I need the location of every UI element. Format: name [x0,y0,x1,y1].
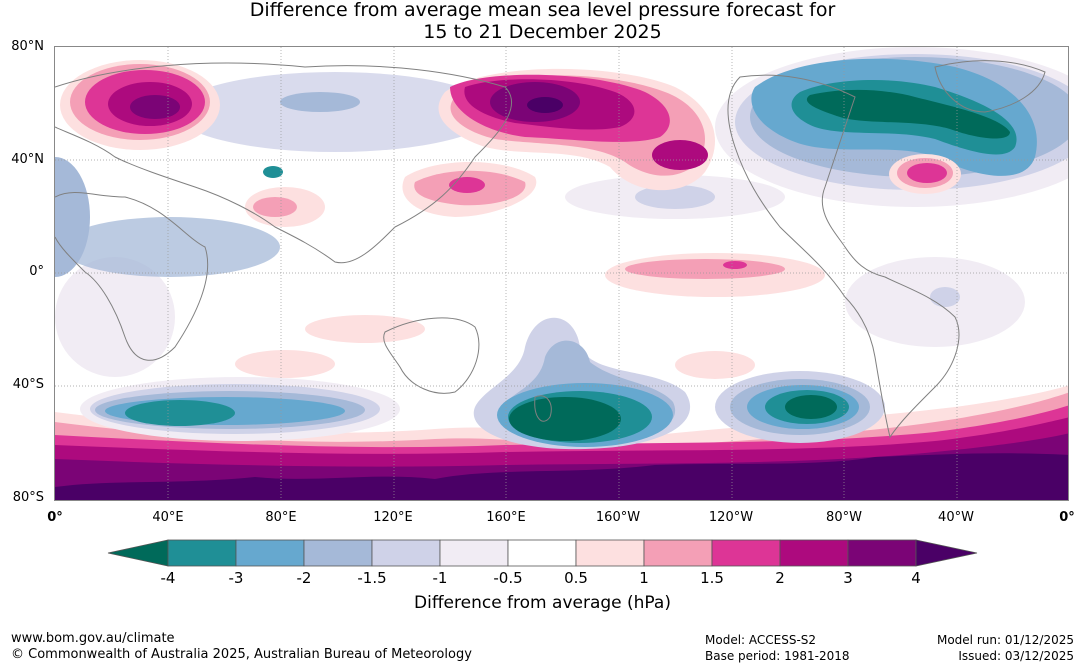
map-title-line-1: Difference from average mean sea level p… [249,0,836,21]
lon-label-0-left: 0° [47,510,63,525]
legend-swatch [779,539,849,567]
legend-unit-label: Difference from average (hPa) [414,593,671,613]
pressure-anomaly-map [54,46,1069,501]
legend-swatch [847,539,917,567]
legend-swatches [107,539,978,567]
lon-label-120w: 120°W [708,510,754,525]
northern-features [60,47,1068,227]
lon-label-40w: 40°W [938,510,974,525]
map-canvas [55,47,1068,500]
lon-label-120e: 120°E [373,510,413,525]
lon-label-40e: 40°E [152,510,184,525]
legend-tick: -2 [296,569,312,587]
legend-tick: 2 [775,569,785,587]
graticule [55,47,1068,500]
legend-swatch [575,539,645,567]
footer-issued: Issued: 03/12/2025 [958,649,1074,663]
lon-label-160e: 160°E [486,510,526,525]
footer-website[interactable]: www.bom.gov.au/climate [11,631,175,646]
legend-swatch [711,539,781,567]
legend-swatch [643,539,713,567]
lon-label-160w: 160°W [595,510,641,525]
tropical-features [55,157,1025,379]
legend-extend-low [107,539,169,567]
footer-copyright: © Commonwealth of Australia 2025, Austra… [11,647,472,662]
legend-tick: 4 [911,569,921,587]
legend-tick: -3 [228,569,244,587]
legend-swatch [167,539,237,567]
legend-tick: 0.5 [564,569,588,587]
footer-model: Model: ACCESS-S2 [705,633,817,647]
legend-swatch [439,539,509,567]
legend-tick: 1.5 [700,569,724,587]
lat-label-80s: 80°S [12,490,44,505]
legend-swatch [303,539,373,567]
legend-swatch [235,539,305,567]
legend-tick: 1 [639,569,649,587]
map-title-line-2: 15 to 21 December 2025 [423,21,662,43]
legend-colorbar [107,539,978,567]
footer-base-period: Base period: 1981-2018 [705,649,850,663]
lat-label-40s: 40°S [12,377,44,392]
legend-tick: -1.5 [357,569,387,587]
legend-tick: 3 [843,569,853,587]
footer-model-run: Model run: 01/12/2025 [936,633,1074,647]
lon-label-80e: 80°E [265,510,297,525]
legend-tick: -0.5 [493,569,523,587]
lon-label-0-right: 0° [1059,510,1075,525]
lat-label-equator: 0° [29,264,44,279]
legend-tick: -4 [160,569,176,587]
lon-label-80w: 80°W [826,510,862,525]
legend-swatch [371,539,441,567]
legend-swatch [507,539,577,567]
legend-extend-high [915,539,978,567]
coastlines [55,60,1046,439]
lat-label-40n: 40°N [11,152,44,167]
legend-tick: -1 [432,569,448,587]
southern-lows [80,317,885,450]
lat-label-80n: 80°N [11,39,44,54]
